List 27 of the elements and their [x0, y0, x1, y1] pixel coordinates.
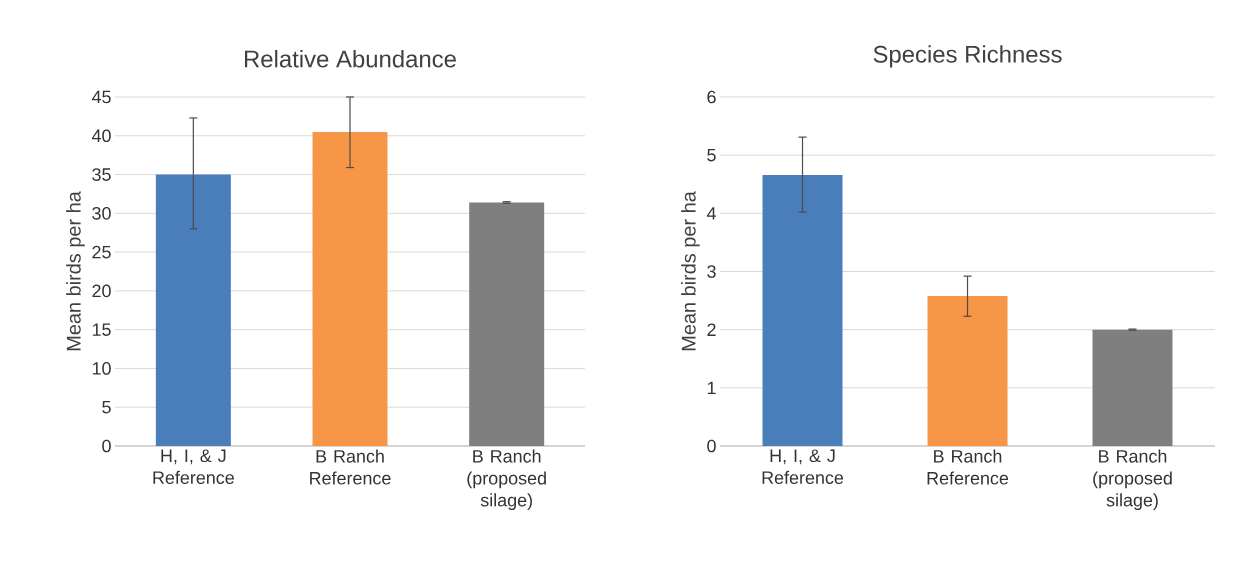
y-tick-label: 0 [102, 439, 111, 453]
y-tick-label: 25 [92, 245, 111, 259]
y-axis-title: Mean birds per ha [66, 191, 85, 351]
x-tick-label: B Ranch (proposed silage) [467, 449, 546, 511]
y-tick-label: 1 [707, 381, 716, 394]
y-tick-label: 20 [92, 284, 111, 298]
x-tick-label: H, I, & J Reference [153, 449, 234, 484]
y-tick-label: 3 [707, 265, 716, 278]
y-tick-label: 30 [92, 206, 111, 220]
y-tick-label: 0 [707, 439, 716, 453]
x-tick-label: B Ranch (proposed silage) [1093, 449, 1172, 511]
y-tick-label: 40 [91, 129, 111, 143]
y-tick-label: 5 [102, 400, 111, 414]
y-axis-title: Mean birds per ha [681, 191, 700, 351]
y-tick-label: 45 [91, 90, 111, 104]
x-tick-label: H, I, & J Reference [762, 449, 844, 484]
x-tick-label: B Ranch Reference [310, 449, 391, 485]
y-tick-label: 4 [706, 207, 716, 220]
y-tick-label: 15 [92, 323, 111, 336]
x-tick-label: B Ranch Reference [927, 449, 1009, 485]
chart-title: Species Richness [873, 45, 1062, 68]
y-tick-label: 6 [707, 90, 716, 104]
y-tick-label: 5 [707, 148, 716, 162]
y-tick-label: 35 [92, 168, 111, 181]
chart-title: Relative Abundance [244, 49, 456, 68]
y-tick-label: 10 [92, 362, 111, 375]
y-tick-label: 2 [707, 323, 716, 336]
